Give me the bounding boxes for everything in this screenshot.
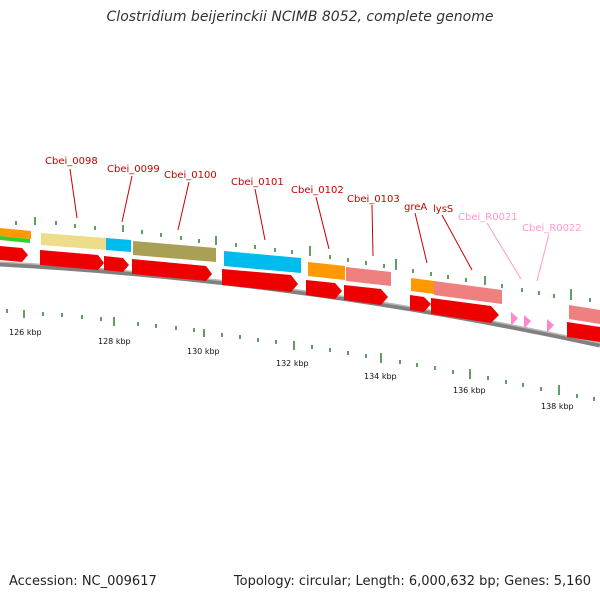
cds-arrow (132, 259, 212, 281)
scale-label: 132 kbp (276, 359, 309, 368)
gene-label: Cbei_R0022 (522, 223, 582, 234)
gene-label: Cbei_0100 (164, 170, 217, 181)
function-block (106, 238, 131, 252)
scale-label: 128 kbp (98, 337, 131, 346)
scale-label: 130 kbp (187, 347, 220, 356)
function-block (411, 278, 434, 294)
function-block (346, 267, 391, 286)
gene-label: greA (404, 202, 427, 213)
genome-backbone (0, 261, 600, 348)
gene-label: Cbei_0098 (45, 156, 98, 167)
scale-label: 136 kbp (453, 386, 486, 395)
scale-label: 126 kbp (9, 328, 42, 337)
function-block (434, 281, 502, 304)
cds-arrow (344, 285, 388, 305)
function-block (41, 233, 106, 250)
label-leaders (69, 168, 550, 282)
scale-label: 134 kbp (364, 372, 397, 381)
scale-labels: 126 kbp 128 kbp 130 kbp 132 kbp 134 kbp … (9, 328, 574, 411)
function-block (224, 251, 301, 273)
cds-arrow (40, 250, 104, 270)
cds-arrow (431, 298, 499, 323)
lower-ticks (6, 309, 595, 401)
cds-arrow (104, 256, 129, 272)
scale-label: 138 kbp (541, 402, 574, 411)
function-block (0, 236, 30, 243)
gene-label: Cbei_0099 (107, 164, 160, 175)
function-block (569, 305, 600, 324)
rna-arrow (511, 312, 518, 326)
cds-arrow (222, 269, 298, 292)
cds-arrow (0, 246, 28, 262)
function-block (308, 262, 345, 280)
cds-arrow (410, 295, 431, 312)
gene-label: Cbei_0103 (347, 194, 400, 205)
gene-labels: Cbei_0098 Cbei_0099 Cbei_0100 Cbei_0101 … (45, 156, 582, 234)
cds-arrow (567, 322, 600, 342)
function-block (133, 241, 216, 262)
accession-label: Accession: NC_009617 (9, 574, 157, 589)
rna-track (511, 312, 554, 333)
genome-summary: Topology: circular; Length: 6,000,632 bp… (233, 574, 591, 589)
gene-label: Cbei_0102 (291, 185, 344, 196)
function-block (0, 228, 31, 239)
genome-backbone-highlight (0, 261, 600, 344)
map-title: Clostridium beijerinckii NCIMB 8052, com… (106, 9, 494, 25)
cds-arrow (306, 280, 342, 299)
cds-track (0, 246, 600, 342)
gene-label: lysS (433, 204, 453, 215)
rna-arrow (524, 315, 531, 329)
rna-arrow (547, 319, 554, 333)
gene-label: Cbei_R0021 (458, 212, 518, 223)
function-track (0, 228, 600, 324)
gene-label: Cbei_0101 (231, 177, 284, 188)
upper-ticks (15, 217, 591, 302)
